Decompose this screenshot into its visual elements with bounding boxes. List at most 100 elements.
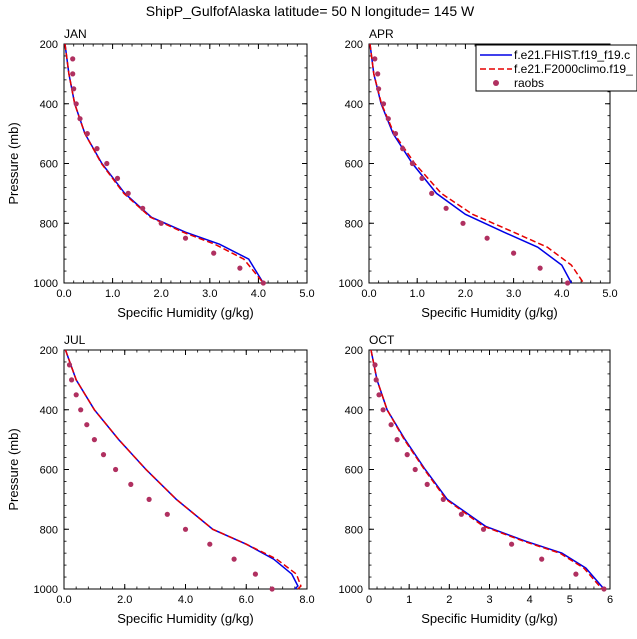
x-tick-label-apr: 4.0: [554, 288, 569, 300]
x-tick-label-jan: 1.0: [105, 288, 120, 300]
x-axis-label-jan: Specific Humidity (g/kg): [117, 305, 254, 320]
raobs-point-jan: [71, 86, 77, 92]
raobs-point-jan: [77, 116, 83, 122]
raobs-point-jul: [207, 541, 213, 547]
legend-label-series1: f.e21.FHIST.f19_f19.c: [514, 48, 630, 62]
raobs-point-jul: [78, 407, 84, 413]
y-tick-label-oct: 200: [345, 345, 363, 357]
raobs-point-apr: [443, 205, 449, 211]
x-tick-label-jan: 0.0: [56, 288, 71, 300]
series-line-2-apr: [369, 43, 585, 284]
raobs-point-apr: [460, 220, 466, 226]
raobs-point-jul: [146, 496, 152, 502]
raobs-point-jan: [94, 146, 100, 152]
raobs-point-apr: [537, 265, 543, 271]
y-tick-label-jan: 400: [40, 99, 58, 111]
panel-apr: APR 0.0 1.0 2.0 3.0 4.0 5.0 200 400 600 800 1000 Spe…: [339, 27, 618, 320]
panels: JAN 0.0 1.0 2.0 3.0 4.0 5.0 200 400 600 800 1000 Spe…: [6, 27, 618, 626]
raobs-point-apr: [510, 250, 517, 256]
raobs-point-jan: [73, 101, 79, 107]
x-tick-label-oct: 0: [366, 594, 372, 606]
raobs-point-oct: [394, 437, 400, 443]
raobs-point-oct: [373, 377, 379, 383]
series-line-1-jan: [64, 43, 264, 284]
y-tick-label-apr: 200: [345, 39, 363, 51]
y-tick-label-oct: 800: [345, 524, 363, 536]
figure-title: ShipP_GulfofAlaska latitude= 50 N longit…: [146, 3, 475, 19]
raobs-point-jul: [128, 481, 134, 487]
raobs-point-apr: [419, 175, 425, 181]
raobs-point-oct: [440, 496, 446, 502]
raobs-point-oct: [573, 571, 579, 577]
raobs-point-apr: [565, 280, 571, 286]
raobs-point-jan: [237, 265, 243, 271]
raobs-point-jul: [113, 466, 119, 473]
y-tick-label-apr: 800: [345, 218, 363, 230]
raobs-point-jan: [260, 280, 266, 286]
x-tick-label-apr: 5.0: [602, 288, 617, 300]
y-tick-label-jul: 600: [40, 465, 58, 477]
panel-oct: OCT 0 1 2 3 4 5 6 200 400 600 800 1000 Specific Humid…: [339, 333, 614, 626]
panel-label-jan: JAN: [64, 27, 87, 41]
x-tick-label-jul: 0.0: [56, 594, 71, 606]
raobs-point-oct: [404, 452, 410, 458]
raobs-point-jan: [211, 250, 217, 256]
x-tick-label-jan: 5.0: [299, 288, 314, 300]
x-axis-label-apr: Specific Humidity (g/kg): [421, 305, 558, 320]
raobs-point-jul: [66, 362, 73, 368]
raobs-point-oct: [458, 511, 464, 517]
raobs-point-jul: [91, 437, 97, 443]
y-tick-label-apr: 600: [345, 159, 363, 171]
raobs-point-apr: [375, 71, 381, 77]
raobs-point-oct: [388, 422, 394, 428]
x-tick-label-apr: 2.0: [458, 288, 473, 300]
y-tick-label-jan: 800: [40, 218, 58, 230]
raobs-point-jul: [69, 377, 75, 383]
raobs-point-apr: [376, 86, 382, 92]
plot-frame-jan: [63, 43, 308, 284]
panel-jan: JAN 0.0 1.0 2.0 3.0 4.0 5.0 200 400 600 800 1000 Spe…: [6, 27, 315, 320]
series-line-2-jul: [64, 349, 302, 590]
raobs-point-oct: [380, 407, 386, 413]
x-tick-label-jul: 2.0: [117, 594, 132, 606]
raobs-point-oct: [424, 481, 430, 487]
panel-label-oct: OCT: [369, 333, 395, 347]
y-tick-label-jul: 400: [40, 405, 58, 417]
plot-frame-oct: [368, 349, 611, 590]
x-tick-label-jan: 3.0: [202, 288, 217, 300]
x-tick-label-apr: 0.0: [361, 288, 376, 300]
raobs-point-oct: [412, 466, 418, 473]
x-tick-label-jul: 6.0: [239, 594, 254, 606]
y-tick-label-jan: 1000: [34, 278, 58, 290]
raobs-point-jul: [100, 452, 107, 458]
x-tick-label-jul: 8.0: [299, 594, 314, 606]
raobs-point-oct: [539, 556, 545, 562]
raobs-point-jan: [104, 160, 110, 167]
raobs-point-jan: [114, 175, 121, 181]
raobs-point-oct: [480, 526, 487, 532]
raobs-point-jan: [158, 220, 164, 226]
raobs-point-apr: [400, 146, 406, 152]
panel-jul: JUL 0.0 2.0 4.0 6.0 8.0 200 400 600 800 1000 Specif…: [6, 333, 315, 626]
raobs-point-apr: [392, 131, 399, 137]
panel-label-apr: APR: [369, 27, 394, 41]
legend-label-raobs: raobs: [514, 76, 544, 90]
legend-box: [475, 44, 637, 92]
y-tick-label-jan: 200: [40, 39, 58, 51]
series-line-2-jan: [64, 43, 264, 284]
y-axis-label-jan: Pressure (mb): [6, 122, 21, 204]
raobs-point-jul: [84, 422, 90, 428]
raobs-point-apr: [372, 56, 378, 62]
x-tick-label-oct: 1: [406, 594, 412, 606]
raobs-point-apr: [429, 190, 435, 196]
raobs-point-jul: [73, 392, 79, 398]
x-tick-label-apr: 1.0: [410, 288, 425, 300]
x-tick-label-oct: 2: [446, 594, 452, 606]
x-tick-label-jan: 2.0: [154, 288, 169, 300]
x-axis-label-jul: Specific Humidity (g/kg): [117, 611, 254, 626]
panel-label-jul: JUL: [64, 333, 86, 347]
y-tick-label-jul: 1000: [34, 584, 58, 596]
raobs-point-jan: [125, 190, 131, 196]
x-tick-label-jul: 4.0: [178, 594, 193, 606]
